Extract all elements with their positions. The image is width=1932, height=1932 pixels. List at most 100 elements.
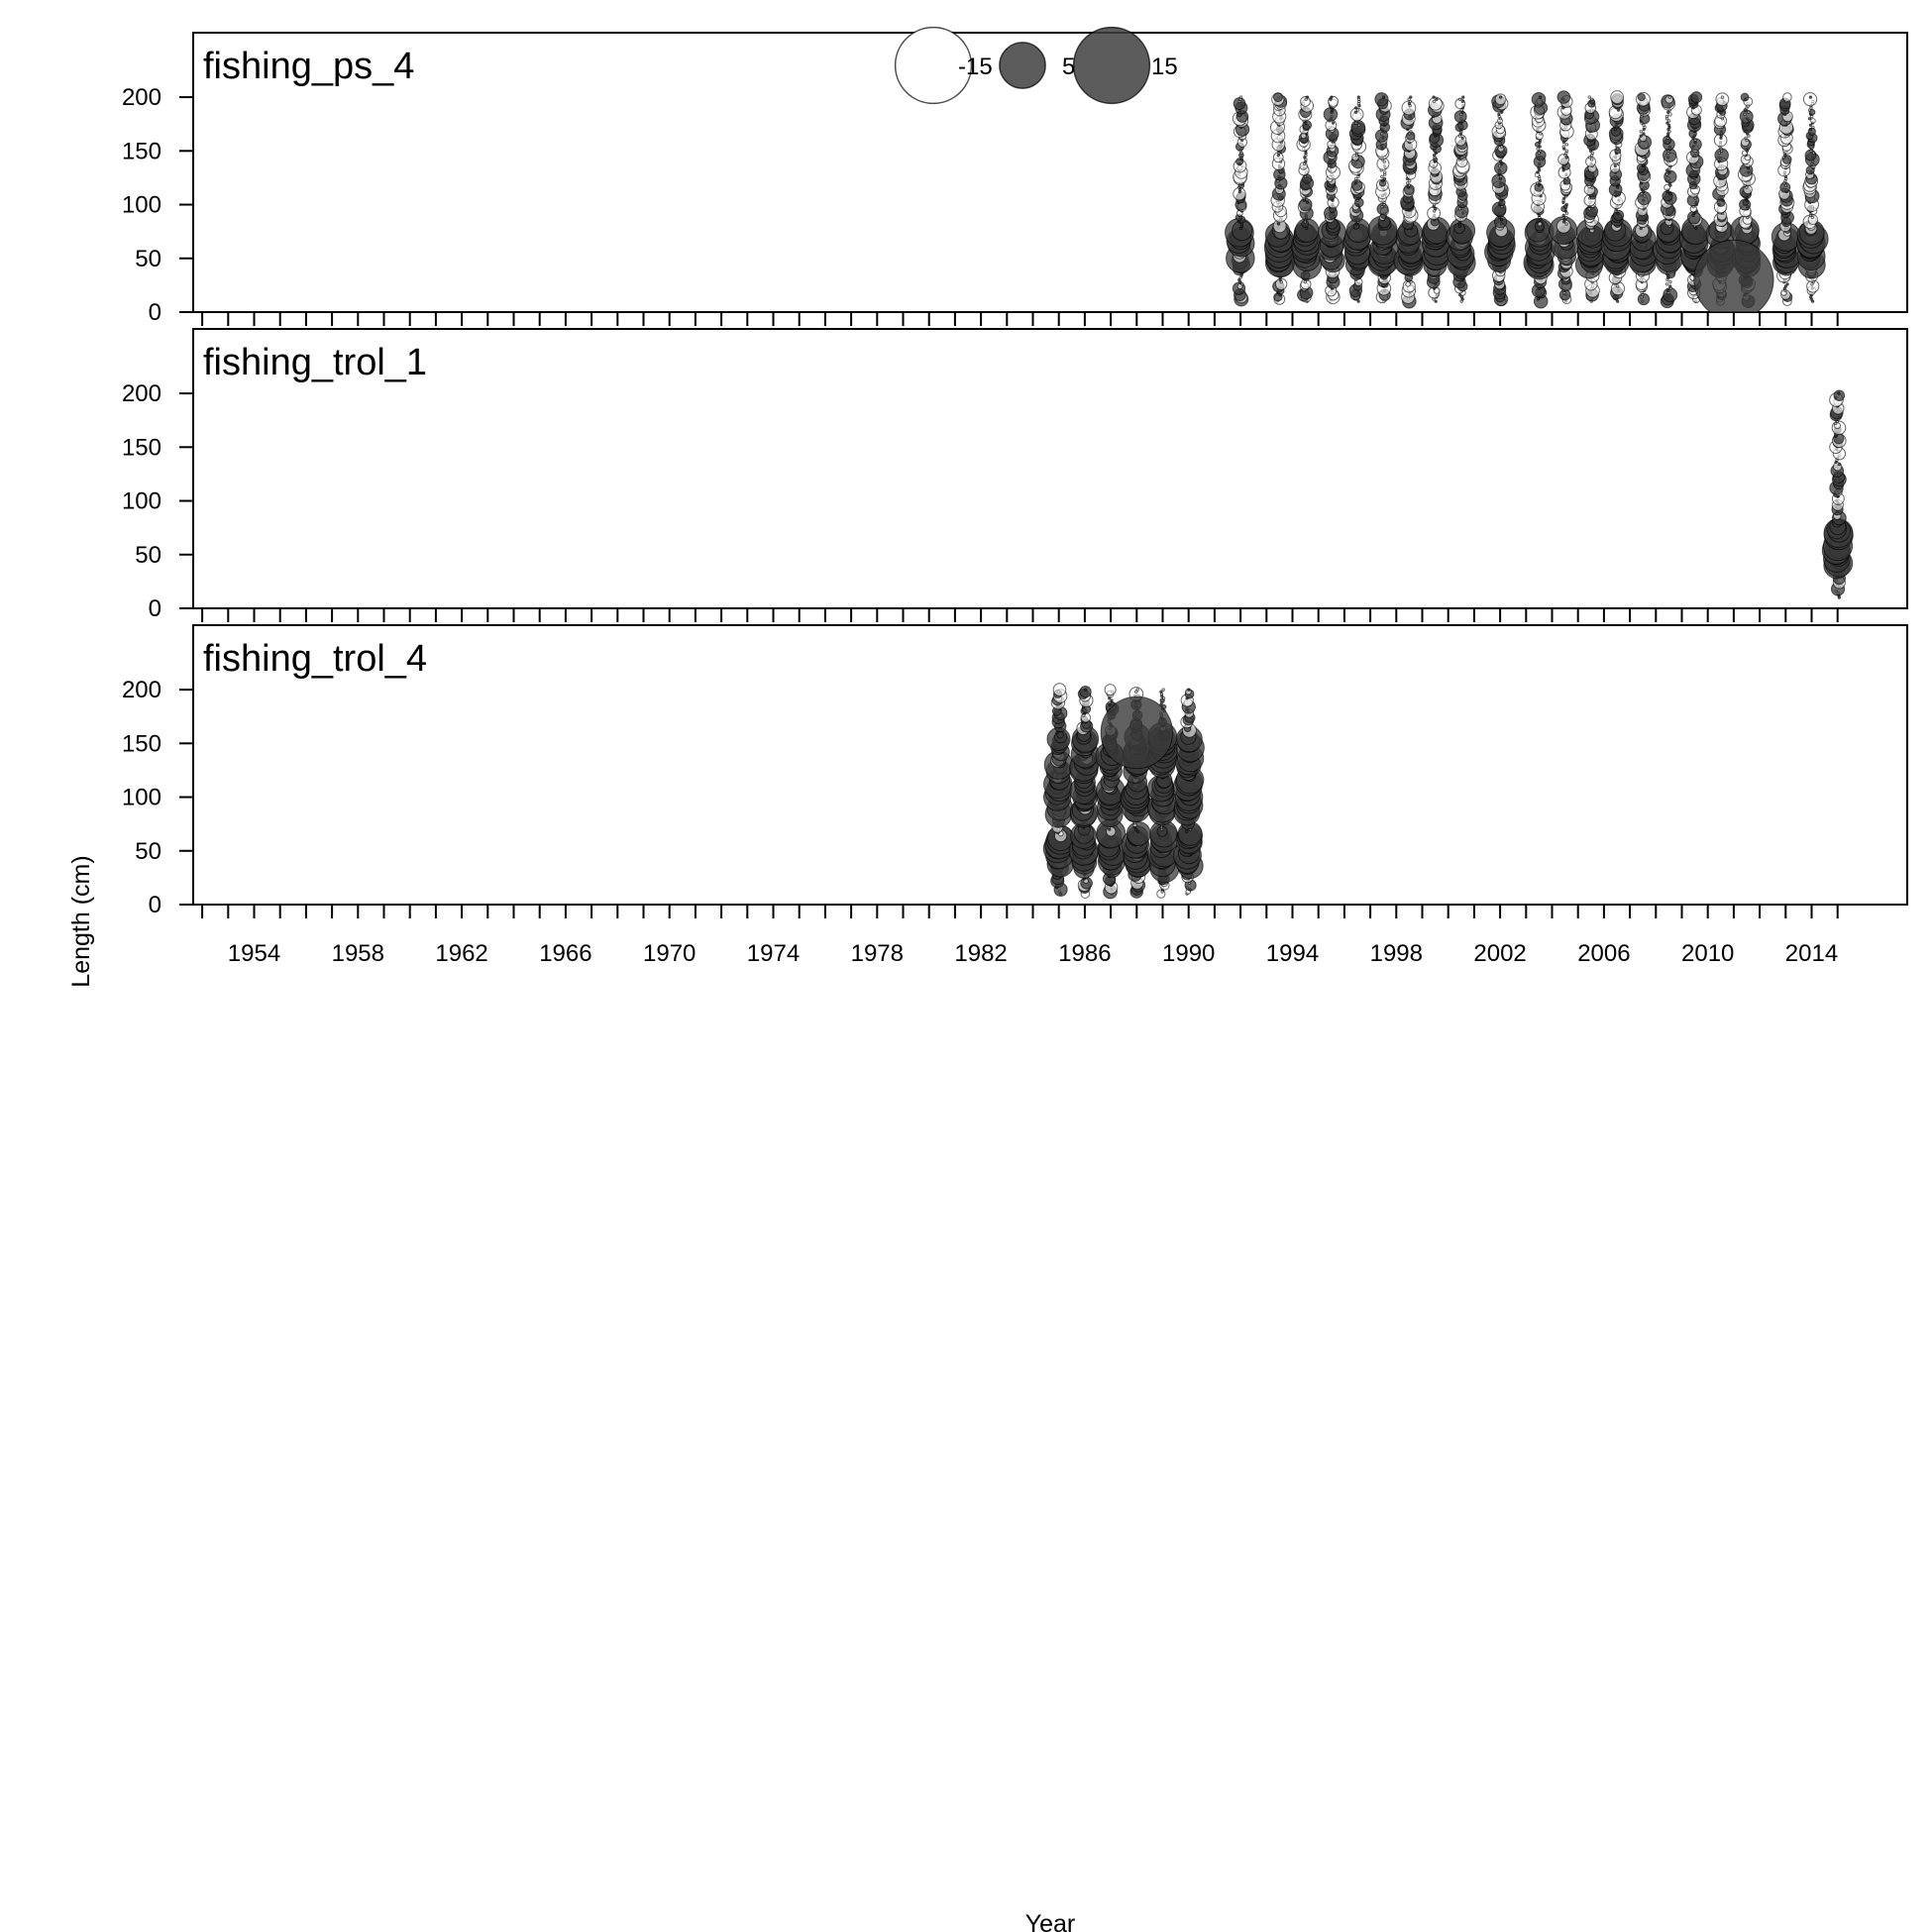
x-tick-label: 1970 xyxy=(643,940,696,967)
bubble xyxy=(1666,123,1671,127)
bubble xyxy=(1561,145,1565,149)
bubble xyxy=(1353,181,1357,185)
bubble xyxy=(1610,90,1625,104)
y-tick-label: 0 xyxy=(149,892,161,918)
bubble xyxy=(1785,282,1789,286)
y-tick-label: 50 xyxy=(135,542,161,569)
bubble xyxy=(1590,158,1594,161)
bubble xyxy=(1434,207,1438,211)
bubble xyxy=(1353,110,1358,114)
bubble xyxy=(1108,700,1112,704)
bubble xyxy=(1690,91,1703,104)
bubble xyxy=(1304,121,1308,125)
bubble xyxy=(1587,207,1592,211)
bubble xyxy=(1428,96,1443,111)
x-tick-label: 1998 xyxy=(1370,940,1423,967)
bubble xyxy=(1305,95,1310,99)
bubble xyxy=(1406,181,1410,185)
bubble xyxy=(1531,91,1547,107)
bubble xyxy=(1744,136,1748,140)
y-tick-label: 0 xyxy=(149,595,161,622)
bubble xyxy=(1409,130,1413,134)
bubble xyxy=(1808,95,1813,99)
y-tick-label: 0 xyxy=(149,299,161,326)
bubble xyxy=(1457,97,1462,101)
legend-label: -15 xyxy=(958,54,993,80)
y-tick-label: 100 xyxy=(122,488,161,515)
bubble xyxy=(1494,93,1507,106)
bubble xyxy=(1743,112,1747,117)
bubble xyxy=(1459,108,1463,112)
bubble xyxy=(1667,191,1672,196)
bubble xyxy=(1331,121,1336,125)
bubble xyxy=(1639,130,1643,134)
bubble xyxy=(1110,698,1114,702)
bubble xyxy=(1079,686,1092,698)
x-tick-label: 1966 xyxy=(539,940,591,967)
x-tick-label: 1978 xyxy=(851,940,904,967)
bubble xyxy=(1637,190,1652,206)
bubble xyxy=(1084,688,1088,692)
x-tick-label: 2006 xyxy=(1577,940,1630,967)
x-tick-label: 1974 xyxy=(747,940,800,967)
bubble xyxy=(1693,138,1697,143)
bubble xyxy=(1811,151,1816,156)
bubble xyxy=(1561,213,1565,218)
bubble xyxy=(1376,202,1389,215)
y-tick-label: 150 xyxy=(122,138,161,164)
x-tick-label: 1982 xyxy=(954,940,1007,967)
bubble xyxy=(1407,97,1411,101)
bubble xyxy=(1238,95,1243,99)
bubble xyxy=(1381,178,1385,183)
bubble xyxy=(1642,132,1646,136)
bubble xyxy=(1497,112,1501,117)
bubble xyxy=(1564,215,1568,220)
bubble xyxy=(1382,176,1387,181)
bubble xyxy=(1457,207,1462,211)
bubble xyxy=(1536,170,1540,174)
bubble xyxy=(1356,178,1360,183)
bubble xyxy=(1435,97,1439,101)
bubbles xyxy=(1225,90,1829,312)
bubble xyxy=(1409,95,1413,99)
y-tick-label: 200 xyxy=(122,380,161,407)
bubble xyxy=(1782,92,1792,102)
bubble xyxy=(1233,97,1246,110)
x-tick-label: 1954 xyxy=(228,940,280,967)
bubble xyxy=(1499,218,1504,222)
bubble xyxy=(1740,92,1750,102)
bubble xyxy=(1664,183,1671,191)
bubble xyxy=(1383,170,1387,174)
x-tick-label: 1986 xyxy=(1058,940,1111,967)
bubble xyxy=(1126,821,1151,846)
x-tick-label: 1962 xyxy=(435,940,487,967)
y-tick-label: 200 xyxy=(122,677,161,703)
bubble xyxy=(1564,143,1569,147)
bubble xyxy=(1380,174,1384,179)
legend: -15 5 15 xyxy=(894,26,1178,105)
bubble xyxy=(1382,160,1386,163)
bubble xyxy=(1802,92,1818,107)
bubble xyxy=(1834,421,1838,426)
x-tick-label: 2002 xyxy=(1473,940,1526,967)
bubble xyxy=(1837,391,1841,395)
bubble xyxy=(1810,215,1814,220)
bubble xyxy=(1590,151,1594,156)
bubble xyxy=(1739,109,1754,124)
bubble xyxy=(1745,185,1749,189)
bubble xyxy=(1807,117,1812,121)
bubble xyxy=(1272,92,1283,103)
legend-bubble xyxy=(894,26,973,105)
bubble xyxy=(1637,92,1646,102)
bubble xyxy=(1562,196,1566,200)
bubble xyxy=(1666,119,1671,123)
y-tick-label: 200 xyxy=(122,84,161,111)
bubble xyxy=(1374,92,1389,107)
bubble xyxy=(1353,176,1358,181)
y-tick-label: 100 xyxy=(122,785,161,811)
bubble xyxy=(1300,96,1311,107)
bubble xyxy=(1664,282,1669,286)
panel-fishing-trol-4: fishing_trol_4 0 50 100 150 200 xyxy=(122,624,1908,918)
bubble xyxy=(1499,174,1503,179)
